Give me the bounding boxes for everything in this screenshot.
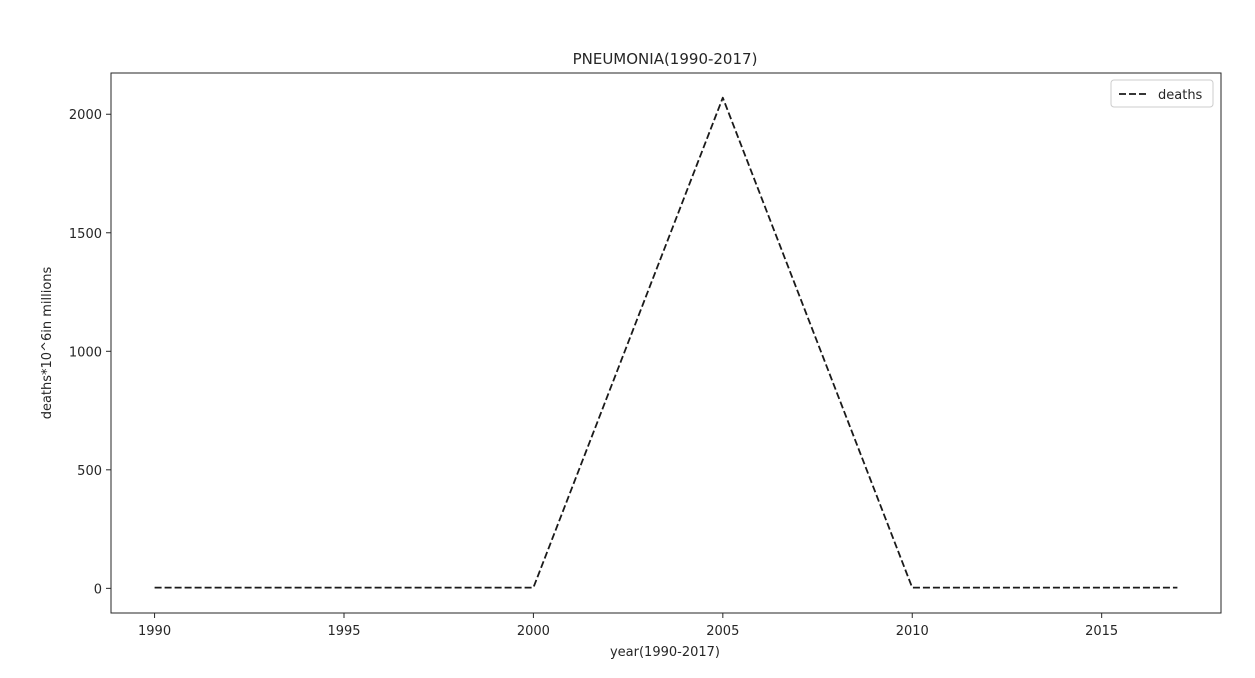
y-tick-label: 1500 bbox=[69, 227, 102, 242]
y-tick-label: 1000 bbox=[69, 345, 102, 360]
y-tick-label: 500 bbox=[77, 464, 102, 479]
x-axis-label: year(1990-2017) bbox=[610, 645, 720, 660]
legend-box bbox=[1110, 79, 1214, 108]
y-axis-label: deaths*10^6in millions bbox=[40, 266, 55, 419]
series-line-deaths bbox=[154, 96, 1178, 589]
legend: deaths bbox=[1110, 79, 1214, 108]
x-tick-label: 2005 bbox=[706, 624, 739, 639]
x-tick-label: 2000 bbox=[517, 624, 550, 639]
axes: 1990 1995 2000 2005 2010 2015 0 500 1000 1500 2000 bbox=[69, 72, 1222, 639]
y-tick-label: 2000 bbox=[69, 108, 102, 123]
x-tick-label: 2010 bbox=[896, 624, 929, 639]
chart-title: PNEUMONIA(1990-2017) bbox=[573, 50, 758, 68]
y-tick-label: 0 bbox=[94, 582, 102, 597]
plot-frame bbox=[110, 72, 1222, 614]
plot-area bbox=[154, 96, 1178, 589]
x-tick-label: 1990 bbox=[138, 624, 171, 639]
legend-label: deaths bbox=[1158, 88, 1203, 103]
x-tick-label: 2015 bbox=[1085, 624, 1118, 639]
x-tick-label: 1995 bbox=[327, 624, 360, 639]
